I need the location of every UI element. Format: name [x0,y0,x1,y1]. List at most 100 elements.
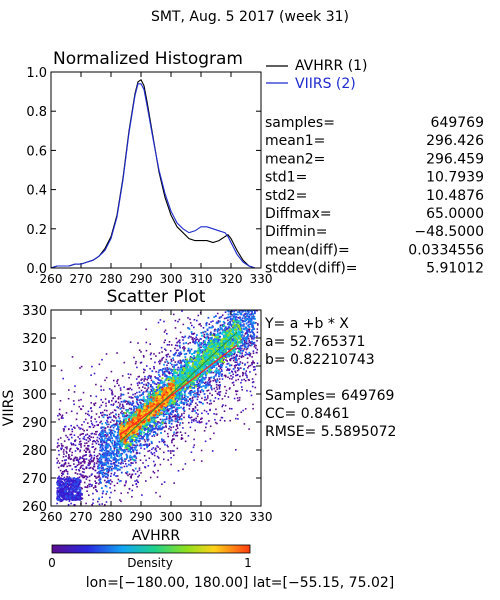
scatter-density-cell [235,348,237,350]
scatter-density-cell [252,326,254,329]
stat-value: 296.426 [426,133,484,149]
scatter-density-cell [110,491,112,494]
scatter-density-cell [216,312,219,315]
scatter-density-cell [210,385,213,387]
scatter-density-cell [165,416,168,418]
scatter-density-cell [247,328,250,331]
scatter-density-cell [99,456,102,458]
scatter-density-cell [119,445,121,447]
scatter-density-cell [74,427,76,429]
scatter-density-cell [107,446,109,449]
scatter-density-cell [76,458,78,461]
scatter-density-cell [149,375,152,378]
scatter-density-cell [172,373,174,375]
scatter-density-cell [129,387,131,390]
scatter-density-cell [211,326,213,329]
scatter-density-cell [159,463,162,466]
scatter-density-cell [189,357,192,360]
scatter-density-cell [158,441,161,443]
scatter-density-cell [141,399,143,401]
scatter-density-cell [87,448,90,451]
scatter-density-cell [126,471,129,473]
scatter-density-cell [106,414,108,417]
scatter-density-cell [176,344,179,347]
scatter-density-cell [98,479,101,481]
scatter-density-cell [186,403,189,406]
scatter-density-cell [241,362,244,364]
scatter-density-cell [90,460,93,463]
scatter-density-cell [105,456,108,459]
scatter-density-cell [140,437,143,440]
scatter-density-cell [78,405,81,408]
scatter-density-cell [121,403,124,406]
scatter-density-cell [195,338,198,341]
scatter-density-cell [206,384,209,387]
scatter-density-cell [175,381,178,383]
scatter-density-cell [56,502,58,505]
scatter-density-cell [169,417,172,419]
scatter-density-cell [146,435,148,437]
scatter-density-cell [188,421,190,424]
histogram-title: Normalized Histogram [53,49,243,69]
scatter-density-cell [256,362,259,365]
scatter-density-cell [187,349,190,352]
scatter-density-cell [61,415,63,418]
scatter-density-cell [104,459,107,462]
scatter-density-cell [223,322,226,324]
scatter-density-cell [81,487,83,490]
scatter-density-cell [82,474,84,477]
scatter-density-cell [125,453,128,456]
scatter-density-cell [78,438,81,440]
scatter-density-cell [221,324,223,326]
scatter-density-cell [226,363,228,365]
scatter-density-cell [58,475,60,478]
scatter-density-cell [207,337,210,339]
scatter-density-cell [198,421,201,424]
scatter-density-cell [113,462,115,464]
scatter-density-cell [107,434,109,436]
scatter-density-cell [133,446,136,449]
scatter-density-cell [76,464,79,466]
scatter-density-cell [227,367,229,370]
scatter-density-cell [174,414,176,416]
scatter-density-cell [176,354,179,357]
scatter-density-cell [92,446,95,448]
scatter-density-cell [172,435,174,437]
scatter-density-cell [225,366,228,368]
scatter-density-cell [124,460,126,462]
scatter-density-cell [180,414,183,417]
scatter-density-cell [198,393,201,396]
scatter-density-cell [178,416,181,419]
scatter-density-cell [101,503,103,505]
scatter-density-cell [101,496,103,498]
scatter-density-cell [127,373,130,375]
scatter-density-cell [60,448,63,451]
scatter-density-cell [256,351,258,354]
scatter-density-cell [116,454,118,457]
scatter-density-cell [189,350,192,352]
scatter-density-cell [131,402,134,405]
scatter-density-cell [174,352,176,355]
scatter-density-cell [214,379,216,381]
stat-label: stddev(diff)= [265,261,358,277]
scatter-density-cell [134,439,137,442]
scatter-density-cell [104,431,107,434]
scatter-density-cell [126,446,129,449]
scatter-density-cell [241,310,244,313]
scatter-density-cell [63,470,65,473]
scatter-density-cell [218,369,220,371]
scatter-density-cell [110,412,112,414]
scatter-density-cell [167,445,169,448]
scatter-density-cell [68,464,70,467]
scatter-density-cell [118,480,121,483]
scatter-density-cell [214,397,217,399]
scatter-density-cell [108,467,111,470]
scatter-density-cell [129,446,132,449]
scatter-density-cell [100,385,102,388]
scatter-density-cell [181,388,184,390]
scatter-density-cell [135,441,138,444]
scatter-density-cell [94,447,97,450]
scatter-density-cell [140,394,143,396]
scatter-density-cell [149,432,151,435]
scatter-density-cell [224,326,227,328]
